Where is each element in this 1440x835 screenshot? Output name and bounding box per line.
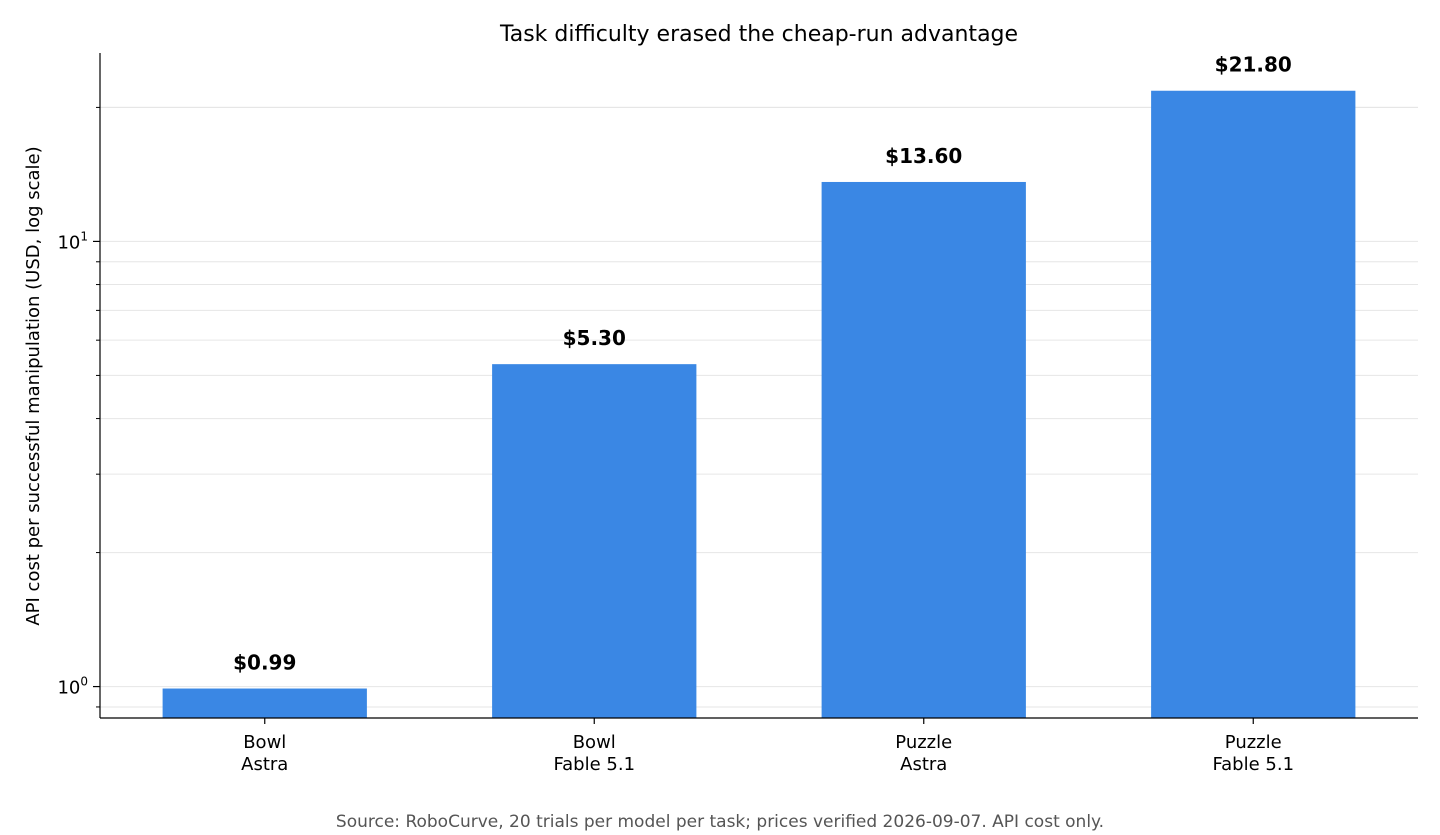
y-axis-label: API cost per successful manipulation (US… (23, 146, 44, 625)
x-tick-label: Puzzle (1225, 732, 1282, 753)
axes (99, 53, 1418, 719)
bar (492, 364, 697, 718)
y-tick-label: 101 (57, 229, 88, 253)
bar (821, 181, 1026, 718)
bar (1151, 90, 1356, 718)
value-label: $0.99 (233, 651, 296, 675)
x-tick-label: Fable 5.1 (1212, 754, 1294, 775)
value-label: $5.30 (563, 326, 626, 350)
x-tick-label: Astra (241, 754, 288, 775)
chart-title: Task difficulty erased the cheap-run adv… (499, 22, 1018, 47)
bars (162, 90, 1356, 718)
x-tick-label: Fable 5.1 (553, 754, 635, 775)
x-tick-label: Bowl (573, 732, 616, 753)
y-tick-label: 100 (57, 675, 88, 699)
x-tick-label: Puzzle (895, 732, 952, 753)
x-tick-label: Bowl (243, 732, 286, 753)
value-label: $21.80 (1215, 53, 1292, 77)
x-tick-label: Astra (900, 754, 947, 775)
value-label: $13.60 (885, 144, 962, 168)
bar (162, 688, 367, 718)
y-ticks: 100 101 (57, 106, 100, 708)
value-labels: $0.99 $5.30 $13.60 $21.80 (233, 53, 1292, 675)
source-note: Source: RoboCurve, 20 trials per model p… (336, 812, 1104, 832)
